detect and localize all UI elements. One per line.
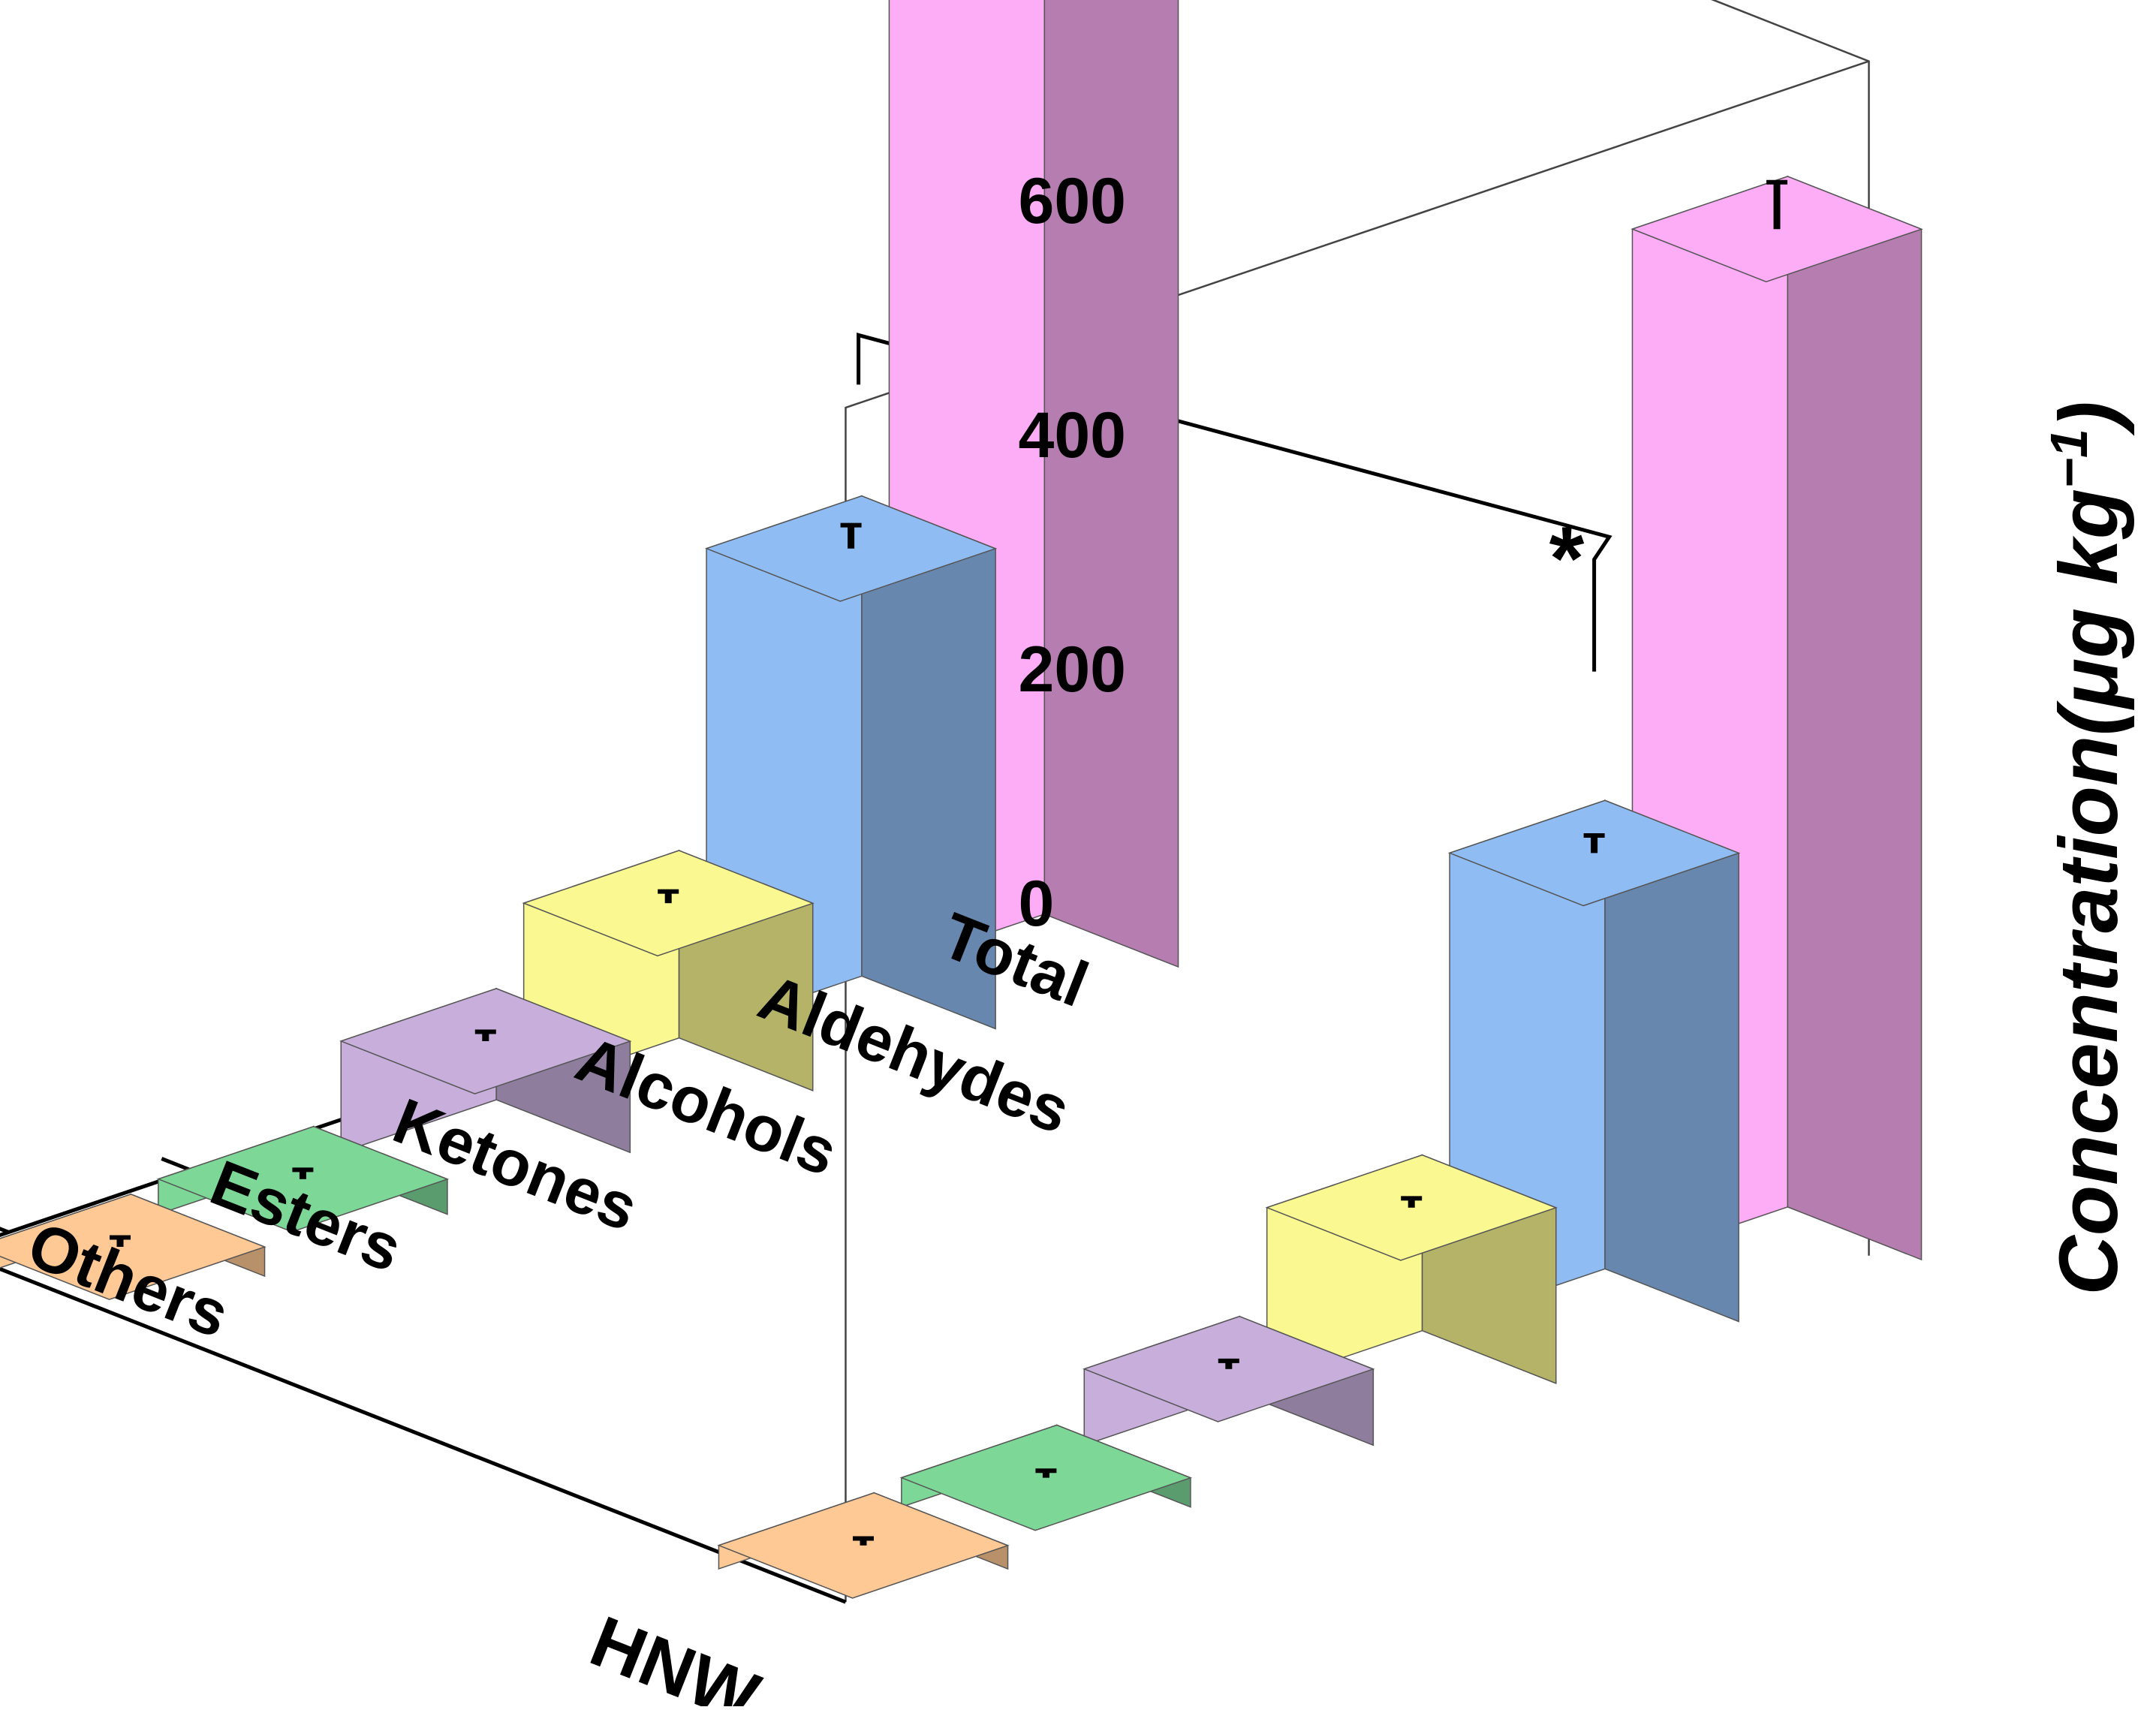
category-tick <box>0 1227 10 1234</box>
bar-face-side <box>1043 0 1179 968</box>
significance-bracket <box>857 333 1612 672</box>
group-label: Con <box>0 1314 11 1441</box>
z-tick-label: 200 <box>1019 634 1127 706</box>
bar-con-esters <box>156 1125 450 1233</box>
category-tick <box>161 1157 192 1173</box>
bar-hnw-ketones <box>1083 1315 1375 1447</box>
bar-hnw-others <box>717 1492 1010 1599</box>
z-tick-label: 600 <box>1019 165 1127 237</box>
bar-face-top <box>0 1194 266 1300</box>
bar-hnw-esters <box>899 1424 1193 1531</box>
z-tick-label: 0 <box>1019 868 1055 940</box>
bars <box>0 0 1923 1599</box>
z-tick-label: 400 <box>1019 399 1127 471</box>
bar-face-side <box>1787 175 1923 1261</box>
back-wall-left <box>845 60 1869 1603</box>
group-label: HNW <box>580 1601 770 1706</box>
bar-hnw-alcohols <box>1265 1154 1558 1384</box>
z-tick-label: 800 <box>1019 0 1127 3</box>
significance-label: * <box>1549 508 1585 609</box>
z-axis-title: Concentration(μg kg−1) <box>2040 401 2135 1295</box>
bar-con-others <box>0 1193 266 1300</box>
bar-con-alcohols <box>522 849 815 1091</box>
bar-con-ketones <box>339 987 632 1154</box>
